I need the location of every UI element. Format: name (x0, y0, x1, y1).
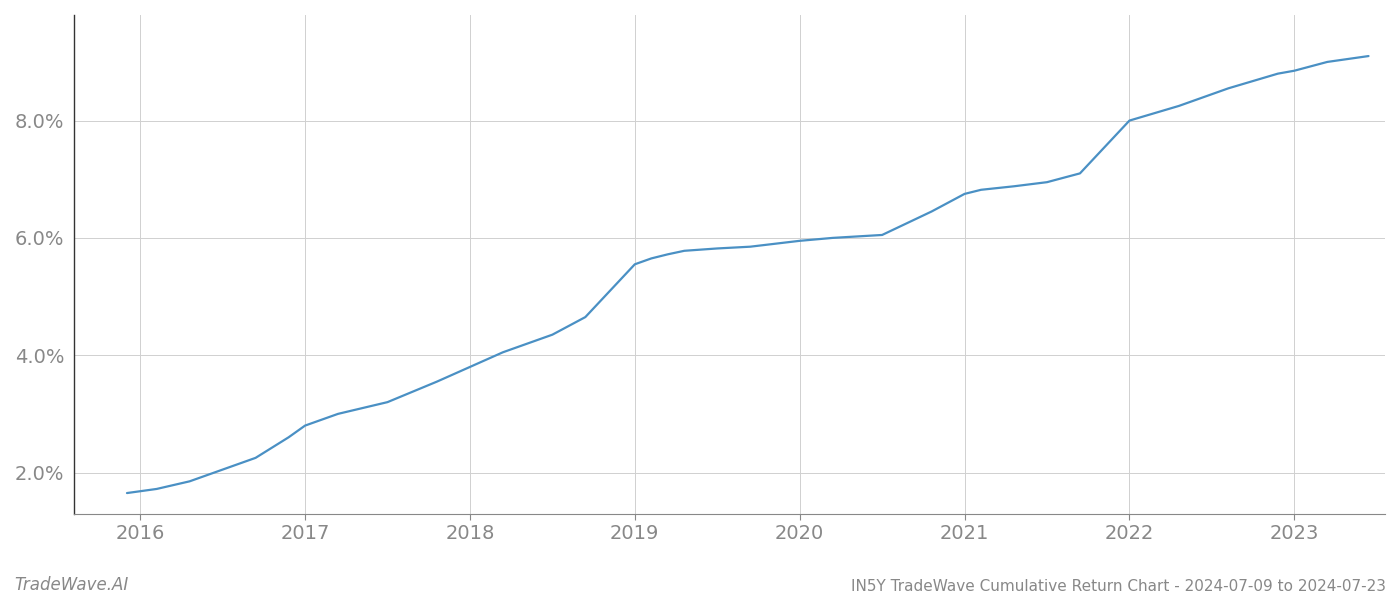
Text: IN5Y TradeWave Cumulative Return Chart - 2024-07-09 to 2024-07-23: IN5Y TradeWave Cumulative Return Chart -… (851, 579, 1386, 594)
Text: TradeWave.AI: TradeWave.AI (14, 576, 129, 594)
